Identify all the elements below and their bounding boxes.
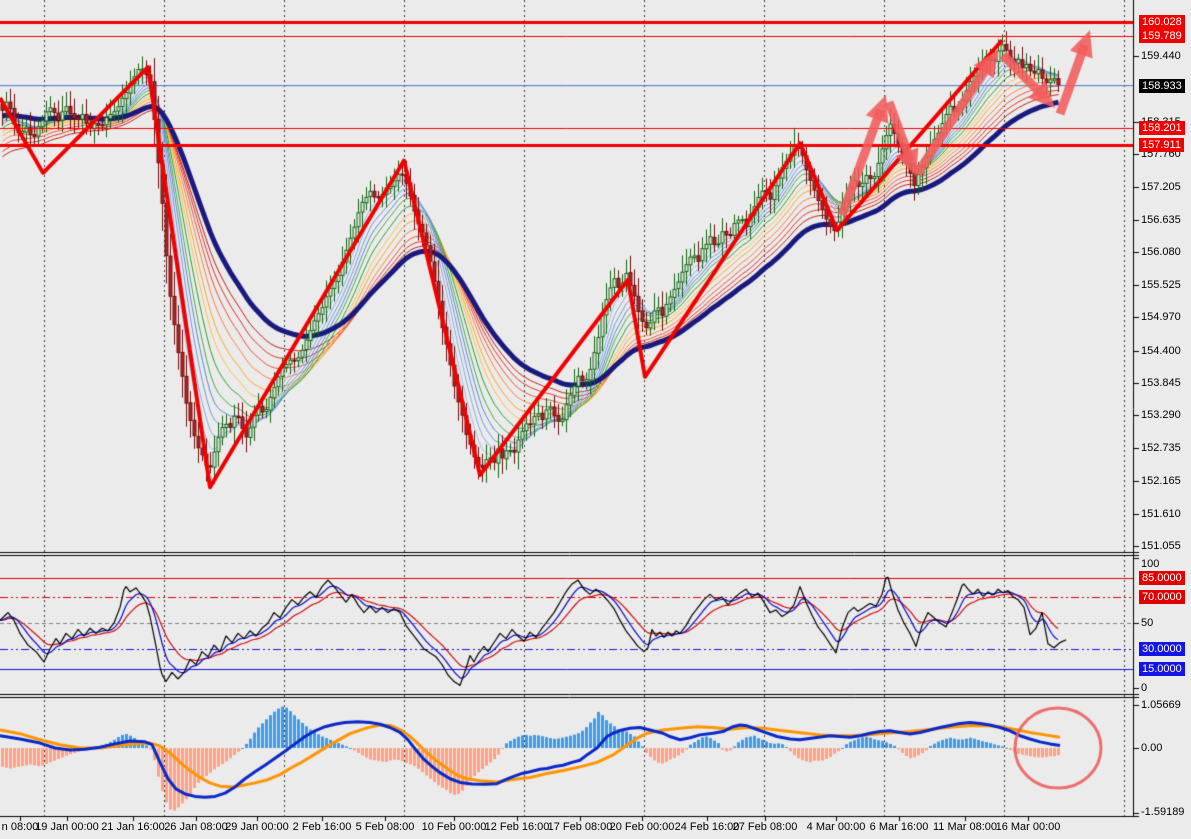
macd-axis-label: -1.59189 — [1141, 806, 1185, 818]
macd-axis-label: 0.00 — [1141, 742, 1163, 754]
price-axis-label: 159.440 — [1141, 50, 1181, 62]
price-axis-label: 155.525 — [1141, 279, 1181, 291]
price-axis-label: 156.635 — [1141, 214, 1181, 226]
price-axis-badge: 157.911 — [1139, 138, 1184, 152]
price-axis-label: 157.205 — [1141, 181, 1181, 193]
time-axis-label: 6 Mar 16:00 — [869, 821, 929, 833]
oscillator-axis-badge: 70.0000 — [1139, 590, 1185, 604]
oscillator-axis-label: 100 — [1141, 558, 1160, 570]
time-axis-label: 11 Mar 08:00 — [932, 821, 998, 833]
price-axis-label: 154.400 — [1141, 345, 1181, 357]
time-axis-label: 19 Jan 00:00 — [35, 821, 99, 833]
oscillator-axis-badge: 30.0000 — [1139, 642, 1185, 656]
time-axis-label: 17 Feb 08:00 — [547, 821, 613, 833]
price-axis-badge: 158.933 — [1139, 79, 1185, 93]
price-axis-label: 152.735 — [1141, 442, 1181, 454]
price-axis-label: 153.290 — [1141, 409, 1181, 421]
time-axis-label: 26 Jan 08:00 — [164, 821, 228, 833]
time-axis-label: 29 Jan 00:00 — [225, 821, 289, 833]
time-axis-label: 10 Feb 00:00 — [421, 821, 487, 833]
price-axis-label: 152.165 — [1141, 475, 1181, 487]
price-axis-label: 151.055 — [1141, 540, 1181, 552]
time-axis-label: 2 Feb 16:00 — [292, 821, 352, 833]
price-axis-label: 156.080 — [1141, 246, 1181, 258]
price-axis-badge: 158.201 — [1139, 121, 1185, 135]
time-axis-label: 16 Mar 00:00 — [995, 821, 1061, 833]
price-axis-label: 151.610 — [1141, 508, 1181, 520]
oscillator-axis-badge: 85.0000 — [1139, 571, 1185, 585]
price-axis-label: 154.970 — [1141, 311, 1181, 323]
time-axis-label: 20 Feb 00:00 — [609, 821, 675, 833]
time-axis-label: 21 Jan 16:00 — [101, 821, 165, 833]
oscillator-axis-label: 50 — [1141, 617, 1154, 629]
time-axis-label: 12 Feb 16:00 — [484, 821, 550, 833]
time-axis-label: 24 Feb 16:00 — [674, 821, 740, 833]
oscillator-axis-badge: 15.0000 — [1139, 662, 1185, 676]
time-axis-label: n 08:00 — [1, 821, 39, 833]
time-axis-label: 27 Feb 08:00 — [732, 821, 798, 833]
oscillator-axis-label: 0 — [1141, 682, 1148, 694]
price-axis-label: 153.845 — [1141, 377, 1181, 389]
time-axis-label: 4 Mar 00:00 — [806, 821, 866, 833]
price-axis-badge: 159.789 — [1139, 29, 1185, 43]
price-axis-badge: 160.028 — [1139, 15, 1185, 29]
time-axis-label: 5 Feb 08:00 — [355, 821, 415, 833]
macd-axis-label: 1.05669 — [1141, 699, 1181, 711]
